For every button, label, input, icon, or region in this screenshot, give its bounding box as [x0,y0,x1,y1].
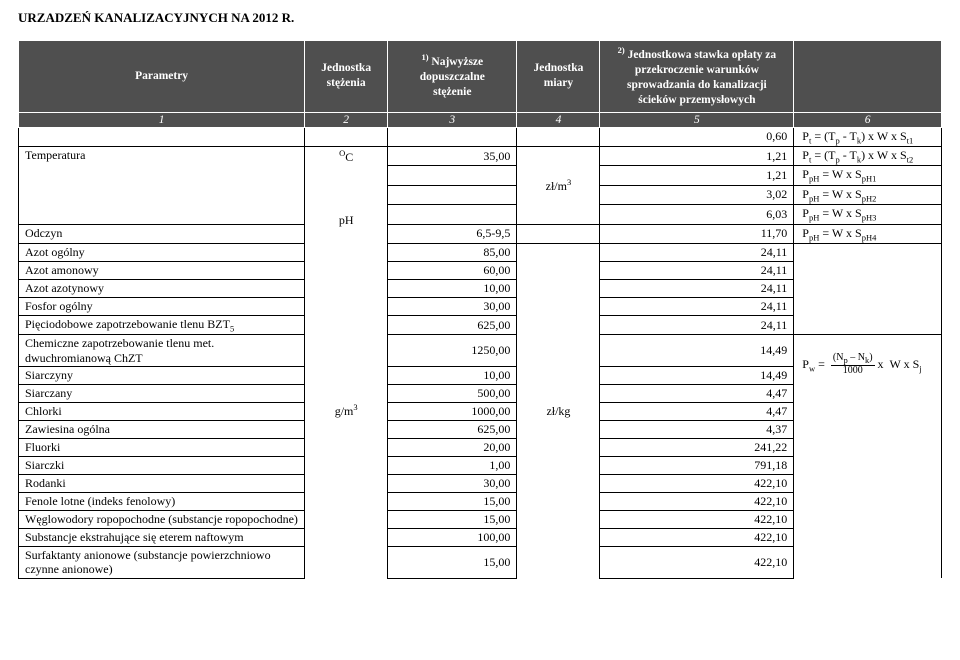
cell-rate: 24,11 [600,261,794,279]
cell-conc: 1,00 [388,457,517,475]
cell-formula: PpH = W x SpH4 [794,224,942,243]
row-label: Fosfor ogólny [19,297,305,315]
row-label: Fluorki [19,439,305,457]
row-label: Azot amonowy [19,261,305,279]
col-header-parametry: Parametry [19,41,305,113]
row-label: Siarczyny [19,367,305,385]
numrow-2: 2 [305,112,388,127]
cell-formula: PpH = W x SpH2 [794,185,942,204]
cell-rate: 4,37 [600,421,794,439]
cell-rate: 24,11 [600,279,794,297]
blank-cell [305,127,388,146]
page-title: URZADZEŃ KANALIZACYJNYCH NA 2012 R. [18,10,942,26]
row-label: Siarczany [19,385,305,403]
cell-conc: 100,00 [388,529,517,547]
cell-formula: Pt = (Tp - Tk) x W x St1 [794,127,942,146]
cell-unit-gm3: g/m3 [305,243,388,578]
cell-conc: 15,00 [388,511,517,529]
cell-conc [388,166,517,185]
cell-conc: 500,00 [388,385,517,403]
cell-rate: 1,21 [600,146,794,165]
blank-cell [517,127,600,146]
data-table: Parametry Jednostka stężenia 1) Najwyższ… [18,40,942,579]
cell-rate: 422,10 [600,529,794,547]
col-header-blank [794,41,942,113]
cell-rate: 422,10 [600,493,794,511]
cell-unit-zlm3: zł/m3 [517,146,600,224]
row-temperatura-label: Temperatura [19,146,305,224]
cell-conc: 10,00 [388,279,517,297]
blank-cell [794,243,942,334]
blank-cell [388,127,517,146]
blank-cell [19,127,305,146]
cell-rate: 0,60 [600,127,794,146]
cell-conc [388,185,517,204]
cell-formula-pw: Pw = (Np – Nk)1000x W x Sj [794,335,942,579]
cell-conc: 60,00 [388,261,517,279]
cell-conc: 625,00 [388,421,517,439]
cell-conc: 1250,00 [388,335,517,367]
cell-rate: 4,47 [600,385,794,403]
cell-rate: 422,10 [600,511,794,529]
cell-conc: 85,00 [388,243,517,261]
col-header-stawka: 2) Jednostkowa stawka opłaty za przekroc… [600,41,794,113]
row-label: Chemiczne zapotrzebowanie tlenu met. dwu… [19,335,305,367]
col-header-najwyzsze: 1) Najwyższedopuszczalnestężenie [388,41,517,113]
cell-rate: 422,10 [600,475,794,493]
cell-conc: 15,00 [388,547,517,579]
row-odczyn-label: Odczyn [19,224,305,243]
row-label: Azot azotynowy [19,279,305,297]
row-label: Fenole lotne (indeks fenolowy) [19,493,305,511]
cell-formula: PpH = W x SpH1 [794,166,942,185]
col-header-jedn-miary: Jednostka miary [517,41,600,113]
row-label: Chlorki [19,403,305,421]
cell-conc: 625,00 [388,315,517,334]
cell-rate: 6,03 [600,205,794,224]
cell-rate: 241,22 [600,439,794,457]
cell-rate: 24,11 [600,243,794,261]
row-label: Zawiesina ogólna [19,421,305,439]
numrow-5: 5 [600,112,794,127]
cell-formula: PpH = W x SpH3 [794,205,942,224]
cell-rate: 11,70 [600,224,794,243]
cell-rate: 14,49 [600,335,794,367]
cell-conc: 35,00 [388,146,517,165]
row-label: Substancje ekstrahujące się eterem nafto… [19,529,305,547]
cell-rate: 4,47 [600,403,794,421]
cell-conc: 20,00 [388,439,517,457]
cell-rate: 791,18 [600,457,794,475]
numrow-3: 3 [388,112,517,127]
blank-cell [517,224,600,243]
col-header-jedn-stez: Jednostka stężenia [305,41,388,113]
row-bzt5-label: Pięciodobowe zapotrzebowanie tlenu BZT5 [19,315,305,334]
cell-formula: Pt = (Tp - Tk) x W x St2 [794,146,942,165]
row-label: Azot ogólny [19,243,305,261]
row-label: Surfaktanty anionowe (substancje powierz… [19,547,305,579]
numrow-1: 1 [19,112,305,127]
cell-conc: 10,00 [388,367,517,385]
cell-unit-zlkg: zł/kg [517,243,600,578]
cell-rate: 3,02 [600,185,794,204]
cell-conc: 1000,00 [388,403,517,421]
numrow-6: 6 [794,112,942,127]
cell-conc [388,205,517,224]
cell-conc: 15,00 [388,493,517,511]
cell-rate: 24,11 [600,315,794,334]
row-label: Rodanki [19,475,305,493]
cell-unit-oc: OCpH [305,146,388,243]
row-label: Siarczki [19,457,305,475]
cell-conc: 30,00 [388,475,517,493]
cell-conc: 6,5-9,5 [388,224,517,243]
numrow-4: 4 [517,112,600,127]
row-label: Węglowodory ropopochodne (substancje rop… [19,511,305,529]
cell-rate: 1,21 [600,166,794,185]
cell-rate: 422,10 [600,547,794,579]
cell-rate: 24,11 [600,297,794,315]
cell-rate: 14,49 [600,367,794,385]
cell-conc: 30,00 [388,297,517,315]
